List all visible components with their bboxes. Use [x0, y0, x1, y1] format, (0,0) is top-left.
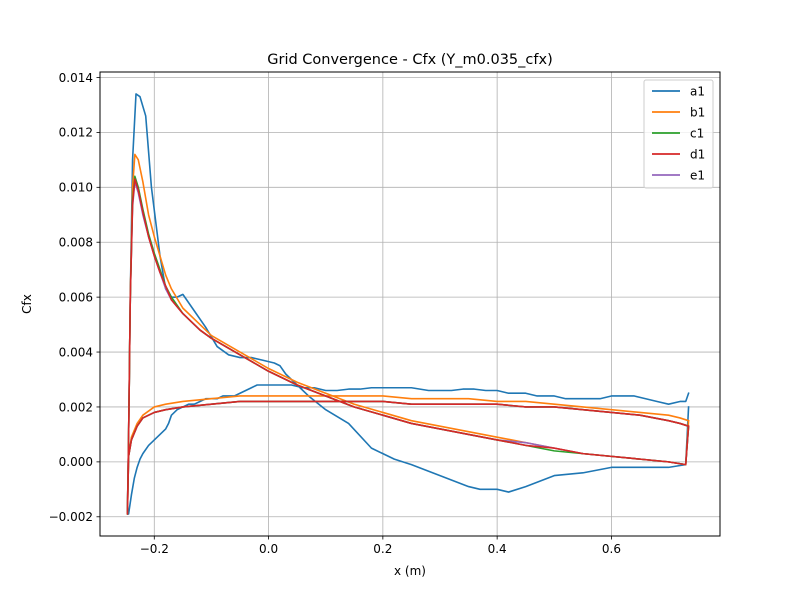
axis-ticks: −0.2 0.0 0.2 0.4 0.6 −0.002 0.000 0.002 0.004 0.0…	[49, 71, 621, 556]
y-tick-label: 0.014	[59, 71, 93, 85]
legend: a1 b1 c1 d1 e1	[643, 79, 714, 189]
y-tick-label: 0.006	[59, 290, 93, 304]
x-tick-label: 0.4	[488, 542, 507, 556]
legend-label-a1: a1	[690, 84, 705, 98]
y-tick-label: 0.008	[59, 236, 93, 250]
y-tick-label: −0.002	[49, 510, 93, 524]
x-tick-label: 0.0	[259, 542, 278, 556]
legend-box	[643, 79, 714, 189]
legend-label-e1: e1	[690, 168, 705, 182]
legend-label-b1: b1	[690, 105, 705, 119]
y-axis-label: Cfx	[20, 294, 34, 314]
chart-title: Grid Convergence - Cfx (Y_m0.035_cfx)	[267, 52, 552, 68]
x-tick-label: 0.2	[373, 542, 392, 556]
y-tick-label: 0.012	[59, 126, 93, 140]
series-line-a1	[126, 93, 690, 515]
y-tick-label: 0.010	[59, 181, 93, 195]
y-tick-label: 0.004	[59, 345, 93, 359]
series-line-d1	[126, 178, 690, 515]
y-tick-label: 0.002	[59, 400, 93, 414]
series-line-b1	[126, 153, 690, 515]
y-tick-label: 0.000	[59, 455, 93, 469]
grid-lines	[100, 72, 720, 536]
x-tick-label: 0.6	[602, 542, 621, 556]
legend-label-c1: c1	[690, 126, 704, 140]
plot-area	[126, 93, 690, 515]
legend-label-d1: d1	[690, 147, 705, 161]
axes-frame	[99, 71, 721, 537]
x-tick-label: −0.2	[140, 542, 169, 556]
x-axis-label: x (m)	[394, 564, 426, 578]
